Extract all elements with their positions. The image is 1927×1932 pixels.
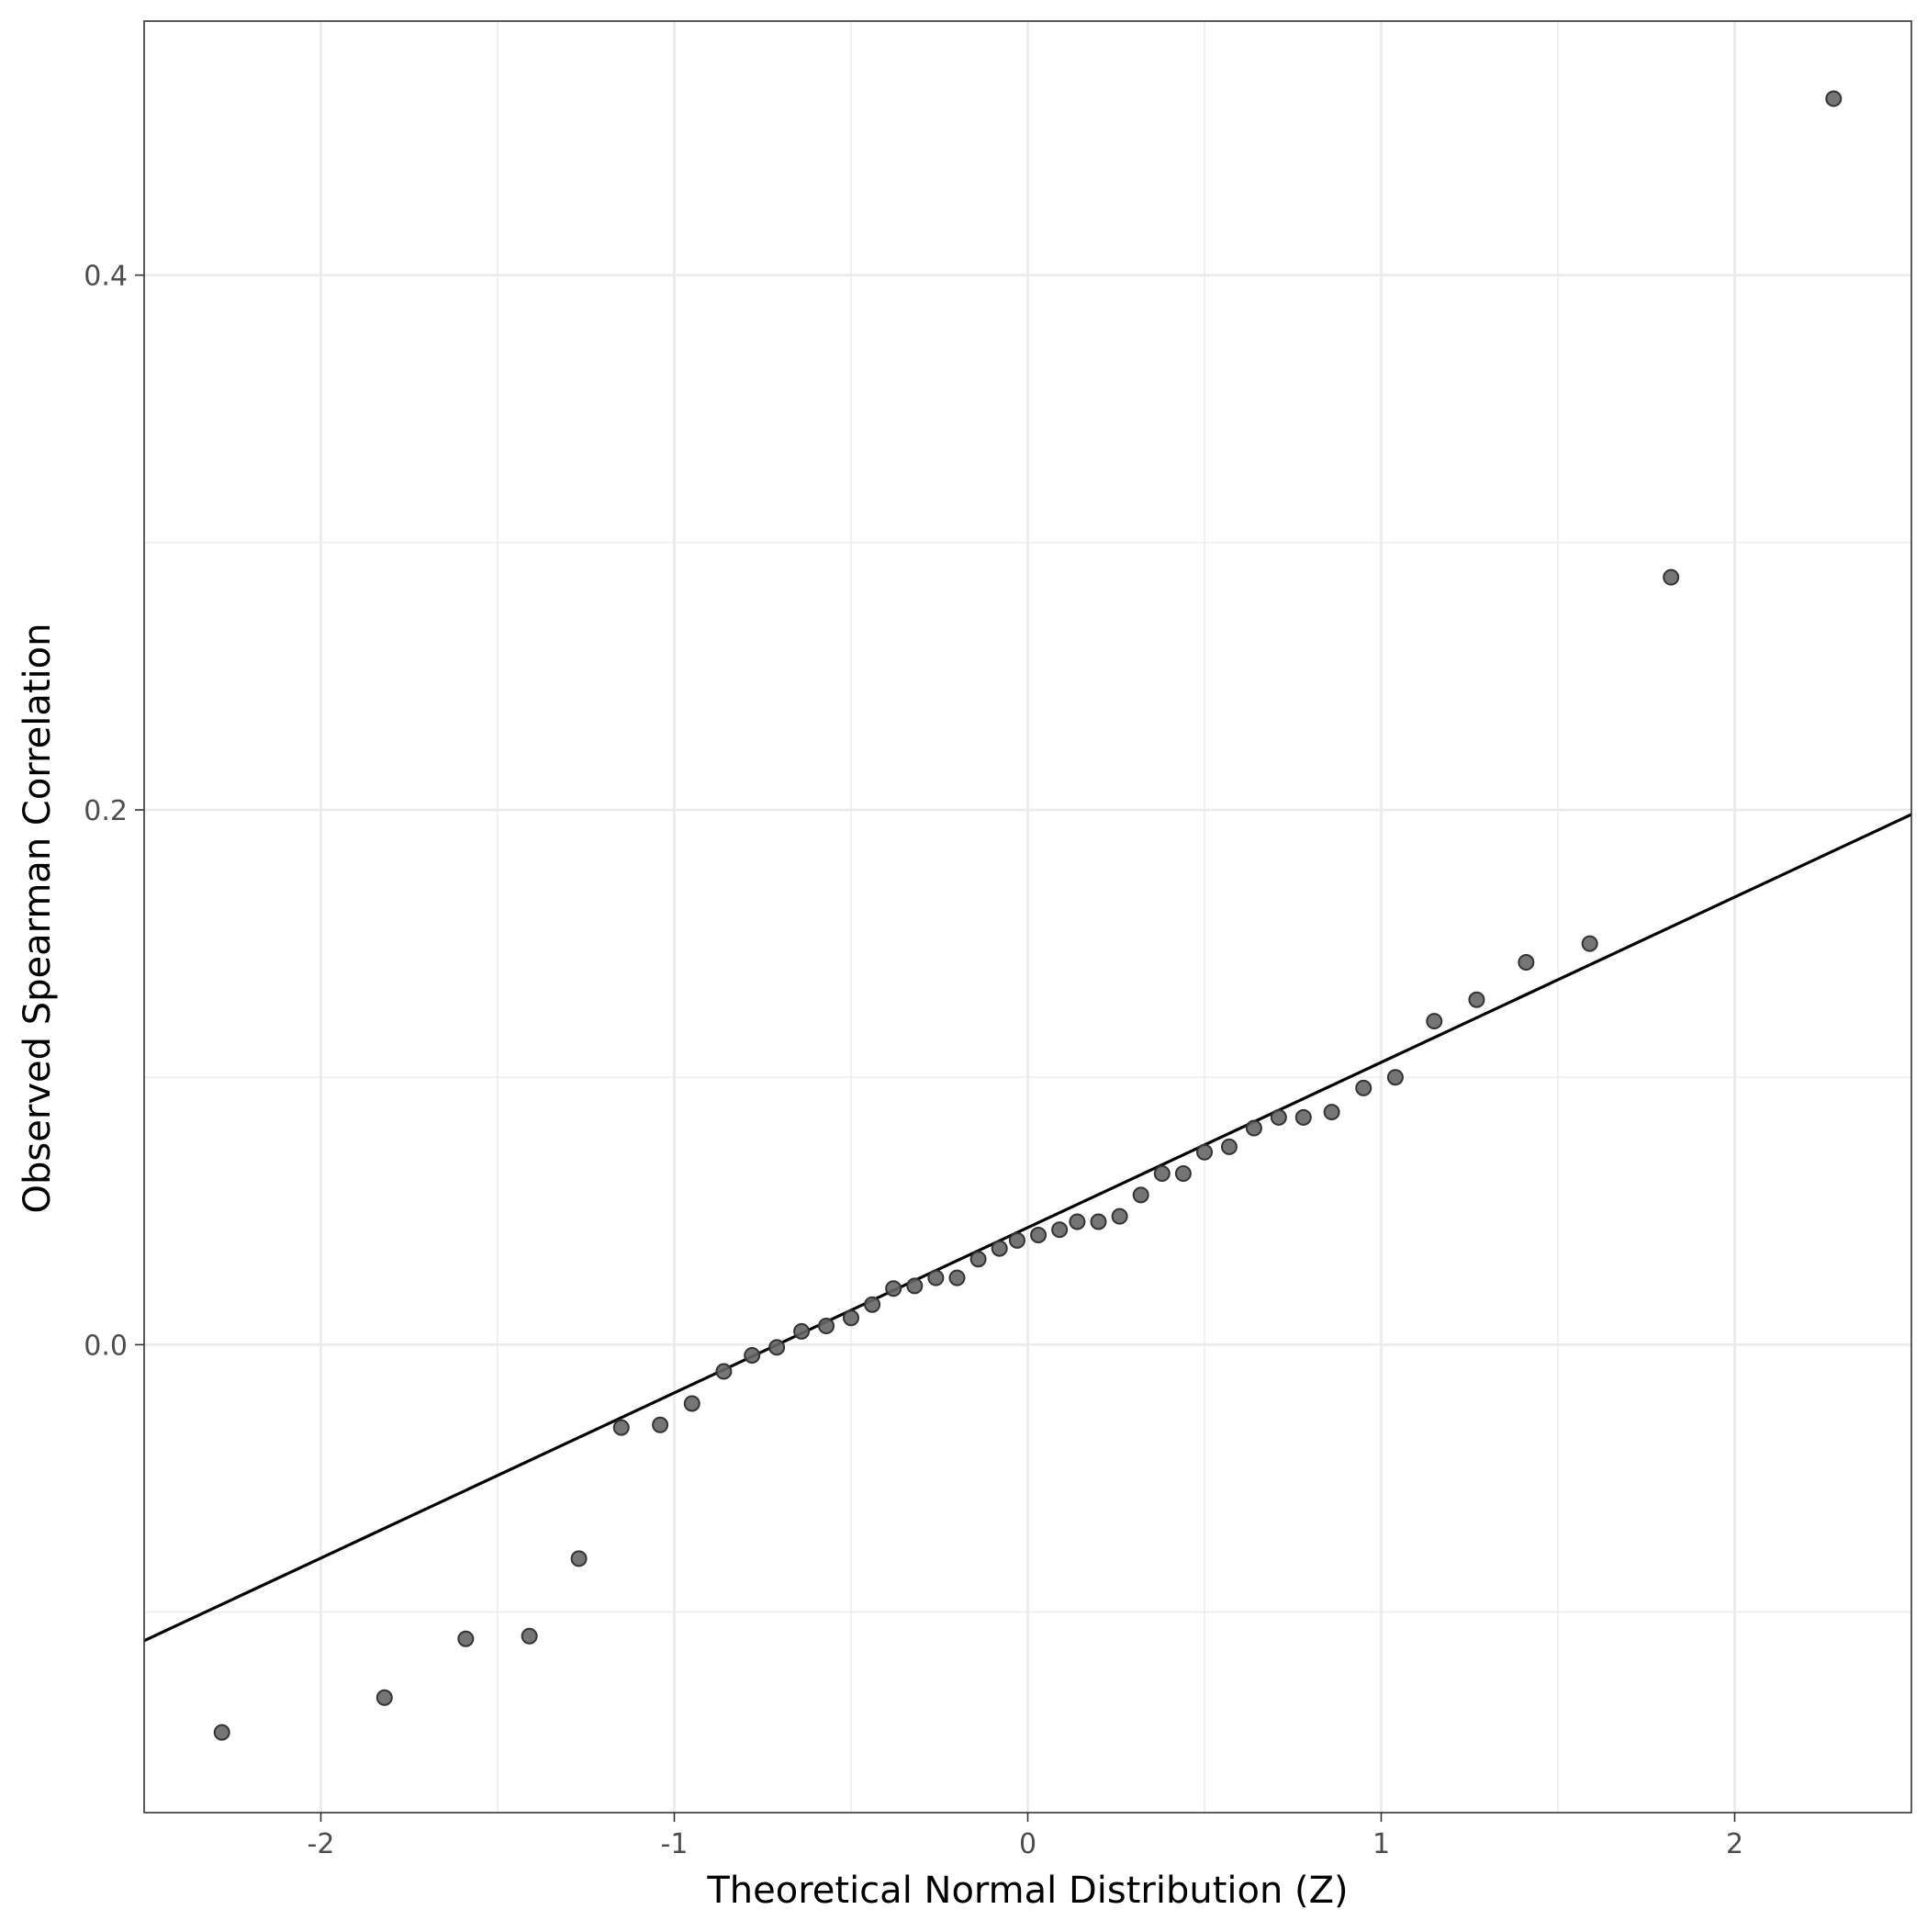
reference-line-layer [143,813,1912,1643]
x-axis: -2 -1 0 1 2 [308,1813,1743,1860]
data-point [1030,1227,1048,1244]
data-point [1270,1108,1287,1126]
data-point [1174,1165,1192,1183]
y-tick-label: 0.4 [84,261,128,293]
data-point [1581,935,1598,952]
data-point [1294,1108,1312,1126]
points-layer [213,90,1843,1741]
data-point [570,1550,588,1567]
reference-line [143,813,1912,1643]
data-point [521,1627,538,1645]
data-point [1663,568,1680,586]
data-point [1323,1104,1340,1121]
x-tick-label: -2 [308,1828,335,1860]
data-point [969,1251,987,1268]
data-point [652,1416,669,1433]
data-point [1355,1079,1372,1096]
data-point [1051,1221,1069,1239]
data-point [457,1630,475,1647]
data-point [1386,1069,1404,1086]
data-point [864,1296,881,1313]
data-point [1111,1208,1128,1225]
data-point [744,1347,761,1365]
y-axis: 0.0 0.2 0.4 [84,261,144,1362]
x-tick-label: 0 [1019,1828,1036,1860]
y-tick-label: 0.2 [84,795,128,827]
data-point [1825,90,1843,107]
y-axis-title: Observed Spearman Correlation [17,623,59,1214]
data-point [1220,1138,1238,1155]
data-point [906,1277,924,1295]
data-point [768,1339,786,1356]
data-point [927,1269,945,1286]
data-point [1468,991,1485,1008]
data-point [948,1269,966,1286]
data-point [213,1724,230,1741]
y-tick-label: 0.0 [84,1330,128,1362]
data-point [715,1363,733,1380]
data-point [1090,1213,1107,1230]
data-point [793,1322,811,1340]
data-point [885,1280,902,1297]
grid-layer [144,21,1911,1813]
data-point [1426,1013,1443,1030]
x-tick-label: -1 [661,1828,689,1860]
data-point [991,1240,1008,1257]
x-axis-title: Theoretical Normal Distribution (Z) [706,1870,1348,1912]
x-tick-label: 1 [1372,1828,1390,1860]
data-point [843,1309,859,1327]
data-point [375,1689,393,1706]
data-point [612,1419,630,1436]
x-tick-label: 2 [1726,1828,1743,1860]
data-point [1132,1186,1149,1204]
data-point [1518,954,1535,972]
data-point [1069,1213,1086,1230]
data-point [1245,1119,1262,1137]
data-point [1196,1143,1213,1161]
data-point [1153,1165,1171,1183]
data-point [683,1395,700,1412]
data-point [818,1318,835,1335]
data-point [1008,1231,1025,1249]
